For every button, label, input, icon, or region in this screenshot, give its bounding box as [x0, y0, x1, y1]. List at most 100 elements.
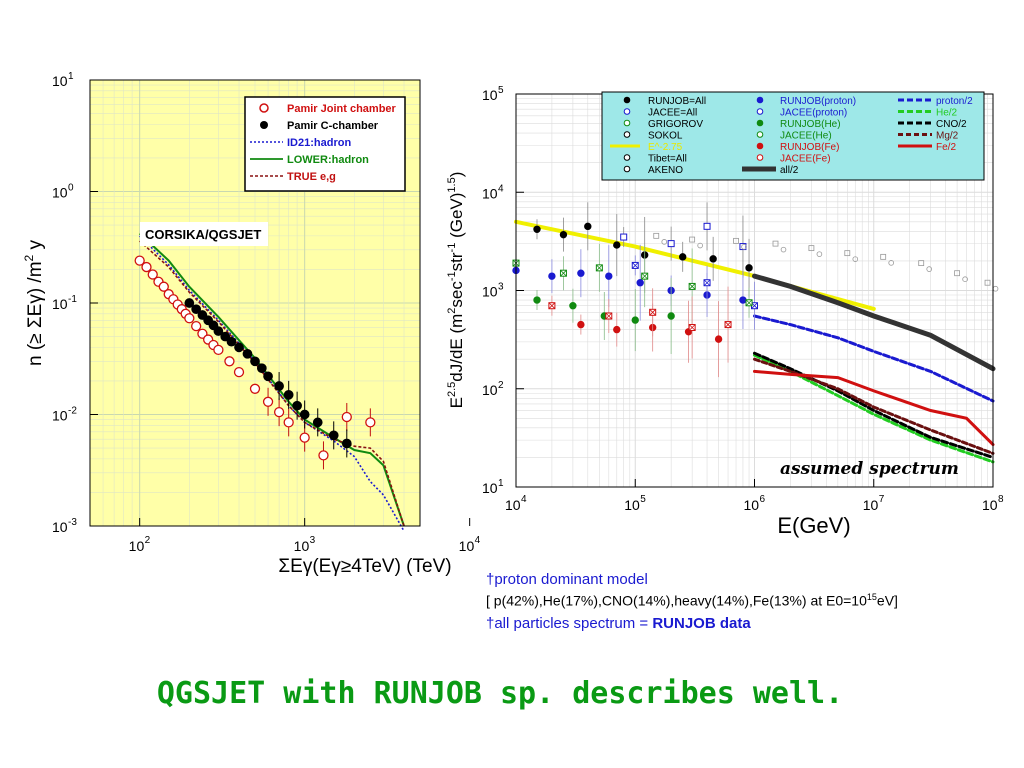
legend-label: JACEE(Fe) — [780, 154, 831, 165]
legend-marker — [623, 108, 631, 115]
y-tick-exponent: 5 — [498, 85, 504, 96]
legend-marker — [623, 96, 631, 104]
data-point-pamir-joint — [141, 261, 152, 273]
right-ticks: 10 510 410 310 210 110 4 10 5 10 6 10 7 10 8 — [482, 85, 1004, 513]
legend-label: E^-2.75 — [648, 142, 683, 153]
series-line — [139, 240, 405, 527]
data-point-pamir-joint — [191, 320, 202, 332]
left-grid — [89, 80, 421, 527]
series-line — [753, 314, 995, 403]
left-y-axis-label: n (≥ ΣEγ) /m2 y — [22, 240, 46, 366]
legend-symbol-pamir-c — [260, 121, 268, 129]
data-point — [739, 243, 747, 251]
data-point-akeno — [780, 246, 787, 253]
data-point-pamir-joint — [224, 356, 235, 367]
data-point-pamir-joint — [134, 255, 145, 266]
data-point-pamir-c — [341, 438, 352, 449]
data-point — [739, 296, 747, 304]
conclusion-text: QGSJET with RUNJOB sp. describes well. — [156, 676, 844, 711]
legend-symbol-pamir-joint — [259, 103, 269, 113]
data-point — [533, 296, 541, 304]
y-tick-label: 10 — [482, 185, 498, 201]
data-point-pamir-c — [299, 409, 310, 420]
data-point — [714, 335, 723, 343]
x-tick-exponent: 5 — [640, 494, 646, 505]
y-tick-exponent: 2 — [498, 380, 504, 391]
legend-label: RUNJOB=All — [648, 96, 706, 107]
data-point-tibet — [918, 260, 925, 267]
y-tick-label: 10 — [52, 185, 68, 201]
x-tick-label: 10 — [129, 538, 145, 554]
x-tick-exponent: 3 — [310, 535, 316, 546]
legend-label: He/2 — [936, 108, 958, 119]
y-tick-exponent: -3 — [68, 517, 77, 528]
data-point-tibet — [880, 253, 887, 260]
x-tick-label: 10 — [624, 497, 640, 513]
legend-marker — [756, 154, 764, 161]
data-point — [613, 241, 621, 249]
data-point-pamir-c — [220, 331, 231, 342]
data-point-akeno — [888, 260, 894, 266]
right-y-axis-label: E2.5dJ/dE (m2sec-1str-1 (GeV)1.5) — [446, 172, 466, 409]
data-point-tibet — [844, 250, 851, 257]
legend-label: JACEE(He) — [780, 131, 832, 142]
data-point — [620, 233, 628, 241]
data-point-pamir-c — [234, 342, 244, 353]
y-tick-label: 10 — [482, 87, 498, 103]
legend-marker — [756, 142, 764, 150]
data-point-cross — [560, 269, 567, 277]
data-point-tibet — [733, 237, 739, 244]
x-tick-label: 10 — [744, 497, 760, 513]
note-all-particles: †all particles spectrum = RUNJOB data — [486, 615, 751, 632]
data-point-pamir-joint — [273, 406, 285, 418]
data-point — [745, 264, 753, 272]
data-point-cross — [703, 279, 711, 287]
right-data — [512, 202, 999, 464]
data-point-pamir-c — [250, 356, 260, 367]
data-point-pamir-joint — [184, 313, 195, 324]
data-point-cross — [724, 321, 732, 328]
y-tick-label: 10 — [482, 284, 498, 300]
y-tick-exponent: 4 — [498, 183, 504, 194]
legend-label: proton/2 — [936, 96, 973, 107]
data-point-pamir-joint — [233, 366, 245, 378]
x-tick-exponent: 6 — [760, 494, 766, 505]
data-point — [584, 222, 592, 231]
data-point — [679, 253, 687, 261]
legend-marker — [756, 96, 764, 104]
y-tick-exponent: -1 — [68, 294, 77, 305]
legend-label: RUNJOB(proton) — [780, 96, 856, 107]
data-point-pamir-joint — [341, 411, 352, 423]
legend-label: Fe/2 — [936, 142, 956, 153]
series-line — [753, 351, 995, 459]
legend-label: Mg/2 — [936, 131, 959, 142]
data-point — [631, 316, 639, 324]
right-legend: RUNJOB=AllJACEE=AllGRIGOROVSOKOLE^-2.75T… — [601, 91, 985, 181]
data-point-cross — [688, 324, 696, 331]
data-point-tibet — [772, 240, 779, 247]
data-point-tibet — [954, 270, 961, 277]
data-point-cross — [649, 309, 656, 316]
data-point-pamir-joint — [365, 417, 376, 428]
legend-label: Tibet=All — [648, 154, 687, 165]
data-point-pamir-joint — [213, 344, 224, 356]
data-point-pamir-c — [283, 390, 294, 400]
data-point — [577, 269, 585, 277]
legend-label-true: TRUE e,g — [287, 171, 336, 183]
data-point — [613, 325, 621, 334]
x-tick-exponent: 2 — [145, 535, 151, 546]
y-tick-exponent: -2 — [68, 406, 77, 417]
y-tick-label: 10 — [482, 480, 498, 496]
data-point — [636, 279, 644, 287]
data-point — [605, 272, 613, 280]
legend-label: JACEE=All — [648, 108, 697, 119]
data-point — [559, 230, 568, 239]
data-point-akeno — [852, 256, 859, 262]
x-tick-label: 10 — [505, 497, 521, 513]
data-point — [667, 312, 675, 320]
note-model: †proton dominant model — [486, 571, 648, 588]
left-ticks: 10 110 010 -110 -210 -310 2 10 3 10 4 — [52, 71, 481, 554]
legend-marker — [756, 131, 764, 138]
data-point-pamir-c — [328, 430, 339, 441]
